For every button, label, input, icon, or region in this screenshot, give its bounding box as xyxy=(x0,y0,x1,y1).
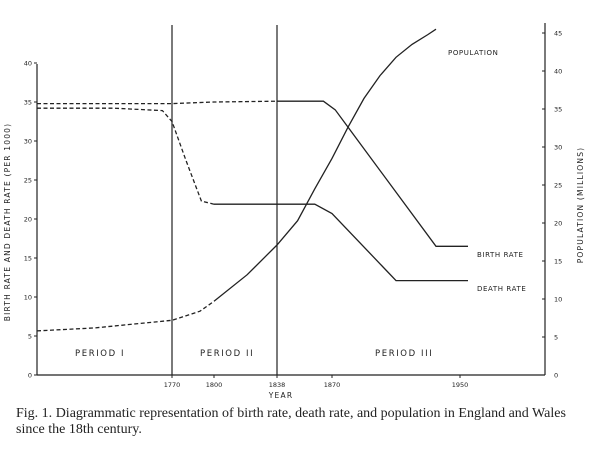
period-2-label: PERIOD II xyxy=(200,349,254,359)
x-tick-label: 1870 xyxy=(324,381,341,389)
left-tick-label: 0 xyxy=(28,372,32,380)
left-tick-label: 25 xyxy=(24,177,32,185)
x-tick-label: 1800 xyxy=(206,381,223,389)
population-line-solid xyxy=(213,28,437,302)
right-tick-label: 0 xyxy=(554,372,558,380)
caption-prefix: Fig. 1. xyxy=(16,406,53,421)
right-tick-label: 25 xyxy=(554,182,562,190)
period-1-label: PERIOD I xyxy=(75,349,125,359)
x-tick-labels: 1770 1800 1838 1870 1950 xyxy=(164,375,469,389)
left-tick-label: 35 xyxy=(24,99,32,107)
right-tick-label: 10 xyxy=(554,296,562,304)
right-tick-label: 30 xyxy=(554,144,562,152)
left-tick-labels: 0 5 10 15 20 25 30 35 40 xyxy=(24,60,37,380)
x-tick-label: 1838 xyxy=(269,381,286,389)
left-tick-label: 5 xyxy=(28,333,32,341)
right-tick-label: 20 xyxy=(554,220,562,228)
left-tick-label: 10 xyxy=(24,294,32,302)
x-tick-label: 1770 xyxy=(164,381,181,389)
y-axis-right-title: POPULATION (MILLIONS) xyxy=(576,147,585,264)
death-rate-line-dashed xyxy=(37,107,215,205)
population-label: POPULATION xyxy=(448,49,498,57)
birth-rate-label: BIRTH RATE xyxy=(477,251,524,259)
birth-rate-line-dashed xyxy=(37,100,278,105)
figure-chart: 0 5 10 15 20 25 30 35 40 0 5 10 15 20 25 30 35 40 45 1770… xyxy=(3,23,585,400)
left-tick-label: 15 xyxy=(24,255,32,263)
population-line-dashed xyxy=(36,300,215,332)
figure-caption: Fig. 1. Diagrammatic representation of b… xyxy=(16,406,586,438)
birth-rate-line-solid xyxy=(277,100,468,247)
period-3-label: PERIOD III xyxy=(375,349,433,359)
right-tick-labels: 0 5 10 15 20 25 30 35 40 45 xyxy=(542,30,562,380)
right-tick-label: 15 xyxy=(554,258,562,266)
x-tick-label: 1950 xyxy=(452,381,469,389)
left-tick-label: 20 xyxy=(24,216,32,224)
caption-text: Diagrammatic representation of birth rat… xyxy=(16,406,566,437)
y-axis-left-title: BIRTH RATE AND DEATH RATE (PER 1000) xyxy=(3,123,12,322)
right-tick-label: 35 xyxy=(554,106,562,114)
left-tick-label: 30 xyxy=(24,138,32,146)
right-tick-label: 40 xyxy=(554,68,562,76)
series-layer xyxy=(36,28,468,332)
death-rate-line-solid xyxy=(214,203,468,282)
x-axis-title: YEAR xyxy=(268,391,293,400)
left-tick-label: 40 xyxy=(24,60,32,68)
right-tick-label: 5 xyxy=(554,334,558,342)
death-rate-label: DEATH RATE xyxy=(477,285,526,293)
right-tick-label: 45 xyxy=(554,30,562,38)
